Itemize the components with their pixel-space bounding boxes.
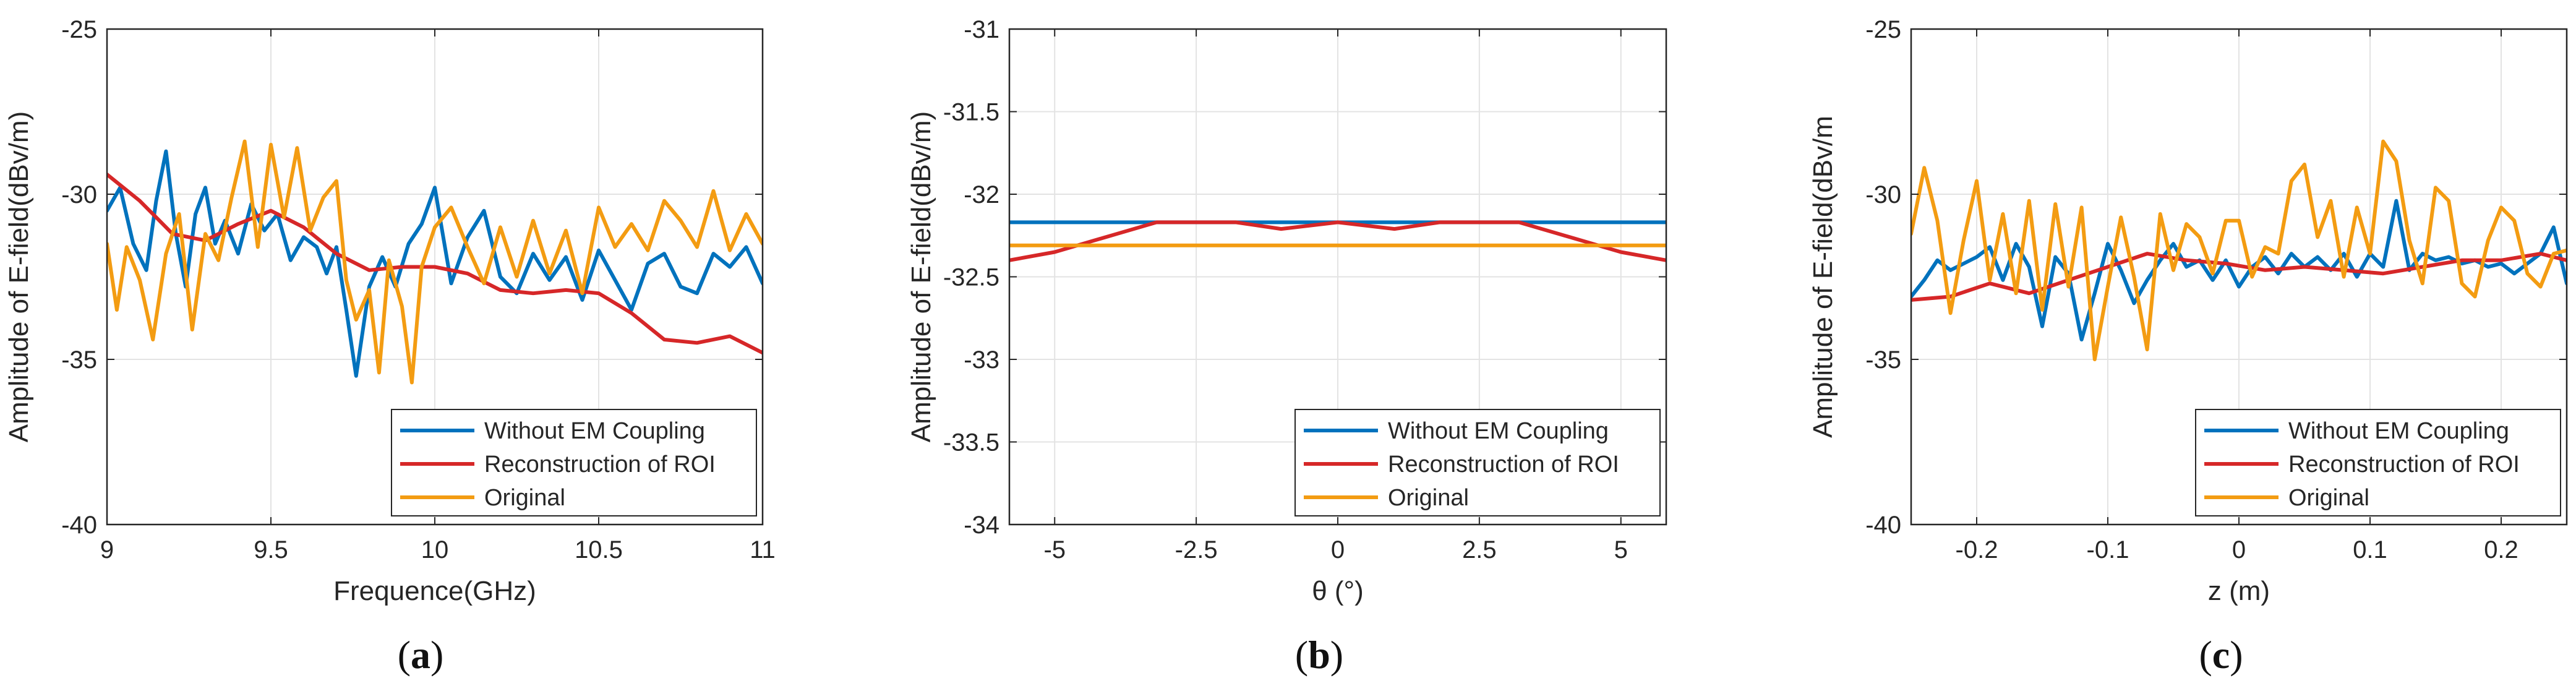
- y-axis-label: Amplitude of E-field(dBv/m: [1808, 116, 1838, 438]
- x-tick-label: 10.5: [575, 536, 623, 563]
- y-axis-label: Amplitude of E-field(dBv/m): [4, 111, 34, 443]
- legend-label: Reconstruction of ROI: [1388, 452, 1619, 478]
- x-axis-label: Frequence(GHz): [333, 576, 536, 606]
- x-tick-label: 10: [421, 536, 449, 563]
- y-tick-label: -31.5: [943, 99, 999, 126]
- x-tick-label: -0.2: [1956, 536, 1998, 563]
- x-tick-label: 9: [100, 536, 114, 563]
- y-tick-label: -40: [1865, 512, 1901, 539]
- series-line-original: [107, 139, 763, 385]
- x-tick-label: 11: [750, 536, 776, 563]
- legend-label: Reconstruction of ROI: [484, 452, 716, 478]
- y-tick-label: -33.5: [943, 429, 999, 456]
- panel-caption: (c): [2199, 633, 2243, 677]
- panel-c: -0.2 -0.1 0 0.1 0.2 -40 -35 -30 -25 z (m) Amplitud…: [1808, 16, 2568, 677]
- x-tick-label: -0.1: [2087, 536, 2129, 563]
- series-line-without: [107, 149, 763, 378]
- panel-caption: (a): [398, 633, 444, 677]
- legend-label: Original: [1388, 485, 1469, 511]
- y-tick-label: -30: [1865, 181, 1901, 208]
- legend-label: Without EM Coupling: [484, 418, 705, 444]
- series-line-recon: [1009, 220, 1666, 262]
- y-tick-label: -25: [61, 16, 97, 43]
- y-tick-label: -32: [964, 181, 999, 208]
- x-tick-label: 5: [1614, 536, 1628, 563]
- x-axis-label: θ (°): [1312, 576, 1364, 606]
- x-tick-label: 2.5: [1462, 536, 1497, 563]
- x-tick-label: 0.2: [2484, 536, 2518, 563]
- series-line-original: [1911, 139, 2567, 361]
- x-tick-label: 9.5: [254, 536, 288, 563]
- legend: Without EM Coupling Reconstruction of ROI…: [1294, 409, 1661, 516]
- legend-label: Without EM Coupling: [2288, 418, 2509, 444]
- y-tick-label: -25: [1865, 16, 1901, 43]
- x-tick-label: -5: [1043, 536, 1066, 563]
- x-axis-label: z (m): [2208, 576, 2270, 606]
- x-tick-label: 0.1: [2353, 536, 2387, 563]
- y-tick-label: -35: [1865, 346, 1901, 374]
- y-tick-label: -34: [964, 512, 999, 539]
- panel-caption: (b): [1295, 633, 1343, 677]
- legend: Without EM Coupling Reconstruction of ROI…: [2195, 409, 2561, 516]
- y-tick-label: -35: [61, 346, 97, 374]
- legend-label: Without EM Coupling: [1388, 418, 1609, 444]
- x-tick-label: 0: [2232, 536, 2246, 563]
- panel-b: -5 -2.5 0 2.5 5 -34 -33.5 -33 -32.5 -32 -31.5 -31 θ …: [906, 16, 1667, 677]
- y-tick-label: -30: [61, 181, 97, 208]
- y-tick-label: -40: [61, 512, 97, 539]
- legend-label: Reconstruction of ROI: [2288, 452, 2520, 478]
- panel-a: 9 9.5 10 10.5 11 -40 -35 -30 -25 Frequence(GHz) Am…: [4, 16, 776, 677]
- legend-label: Original: [2288, 485, 2369, 511]
- legend: Without EM Coupling Reconstruction of ROI…: [391, 409, 757, 516]
- x-tick-label: 0: [1331, 536, 1345, 563]
- series-line-recon: [1911, 252, 2567, 302]
- legend-label: Original: [484, 485, 565, 511]
- y-tick-label: -33: [964, 346, 999, 374]
- y-axis-label: Amplitude of E-field(dBv/m): [906, 111, 936, 443]
- y-tick-label: -31: [964, 16, 999, 43]
- series-line-recon: [107, 173, 763, 355]
- y-tick-label: -32.5: [943, 264, 999, 291]
- x-tick-label: -2.5: [1175, 536, 1218, 563]
